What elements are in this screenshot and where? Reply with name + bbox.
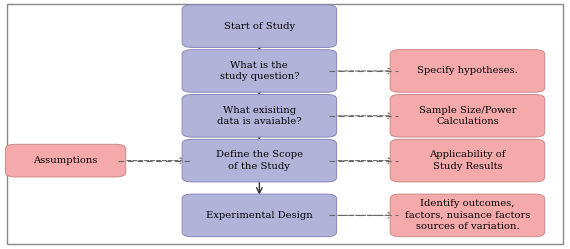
FancyBboxPatch shape bbox=[7, 4, 563, 244]
FancyBboxPatch shape bbox=[182, 139, 336, 182]
FancyBboxPatch shape bbox=[182, 50, 336, 92]
FancyBboxPatch shape bbox=[390, 50, 544, 92]
Text: Applicability of
Study Results: Applicability of Study Results bbox=[429, 150, 506, 171]
Text: Specify hypotheses.: Specify hypotheses. bbox=[417, 66, 518, 75]
Text: What is the
study question?: What is the study question? bbox=[219, 61, 299, 81]
Text: Sample Size/Power
Calculations: Sample Size/Power Calculations bbox=[418, 106, 516, 126]
FancyBboxPatch shape bbox=[390, 194, 544, 237]
Text: Identify outcomes,
factors, nuisance factors
sources of variation.: Identify outcomes, factors, nuisance fac… bbox=[405, 199, 530, 231]
Text: What exisiting
data is avaiable?: What exisiting data is avaiable? bbox=[217, 106, 302, 126]
Text: Define the Scope
of the Study: Define the Scope of the Study bbox=[216, 150, 303, 171]
Text: Experimental Design: Experimental Design bbox=[206, 211, 313, 220]
FancyBboxPatch shape bbox=[390, 94, 544, 137]
Text: Start of Study: Start of Study bbox=[224, 22, 295, 31]
FancyBboxPatch shape bbox=[182, 5, 336, 47]
FancyBboxPatch shape bbox=[182, 94, 336, 137]
FancyBboxPatch shape bbox=[390, 139, 544, 182]
FancyBboxPatch shape bbox=[6, 144, 125, 177]
Text: Assumptions: Assumptions bbox=[34, 156, 97, 165]
FancyBboxPatch shape bbox=[182, 194, 336, 237]
